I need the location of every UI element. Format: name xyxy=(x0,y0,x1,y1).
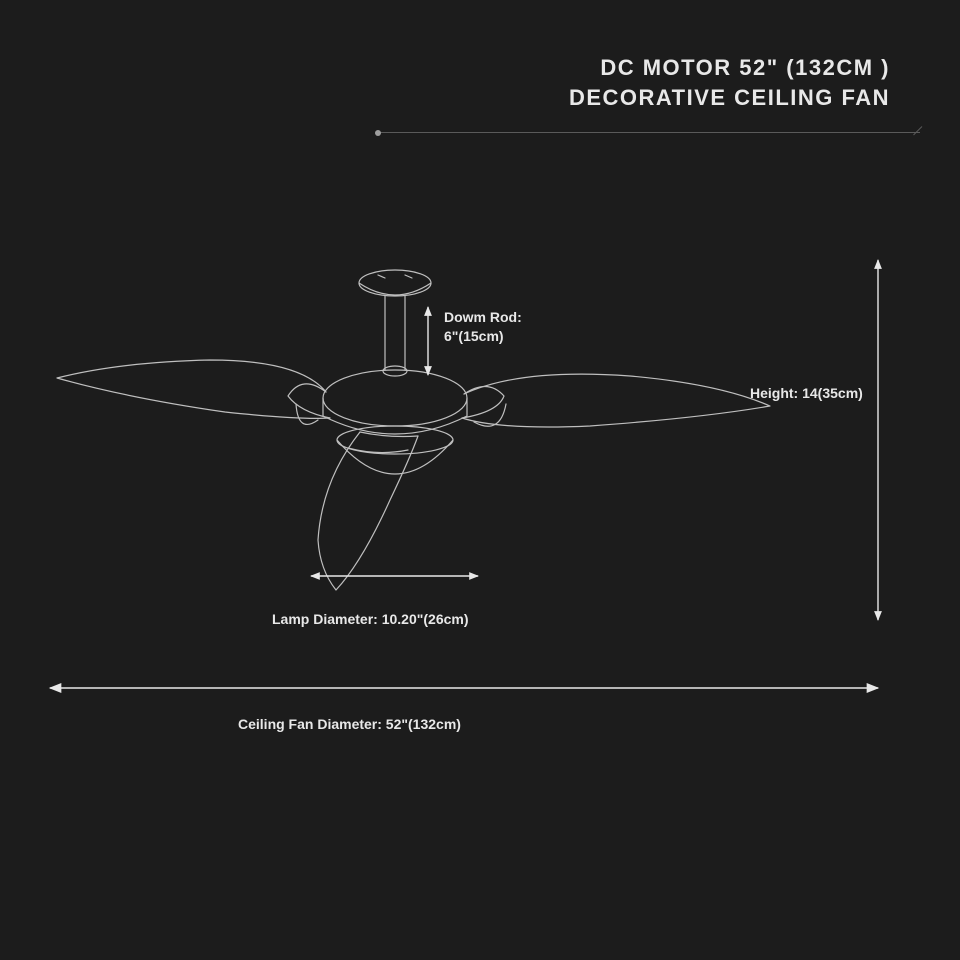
label-lamp-diameter: Lamp Diameter: 10.20"(26cm) xyxy=(272,610,469,629)
label-down-rod: Dowm Rod: 6"(15cm) xyxy=(444,308,522,346)
label-fan-diameter: Ceiling Fan Diameter: 52"(132cm) xyxy=(238,715,461,734)
label-height: Height: 14(35cm) xyxy=(750,384,863,403)
fan-diagram xyxy=(0,0,960,960)
